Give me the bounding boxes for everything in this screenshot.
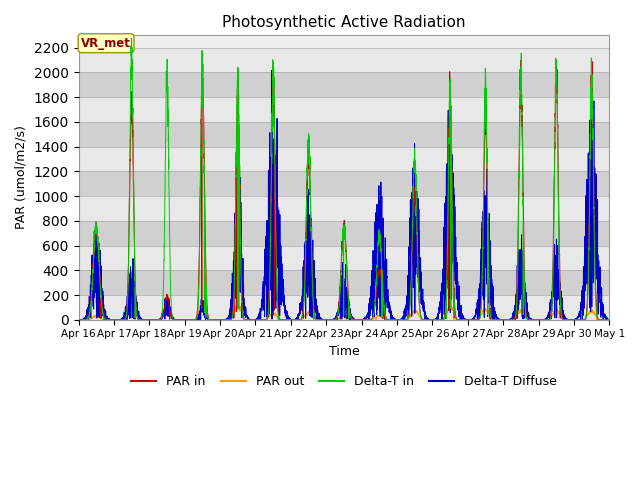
- Title: Photosynthetic Active Radiation: Photosynthetic Active Radiation: [222, 15, 466, 30]
- Bar: [79, 171, 609, 196]
- Bar: [79, 48, 609, 72]
- Legend: PAR in, PAR out, Delta-T in, Delta-T Diffuse: PAR in, PAR out, Delta-T in, Delta-T Dif…: [126, 370, 562, 393]
- Y-axis label: PAR (umol/m2/s): PAR (umol/m2/s): [15, 126, 28, 229]
- Text: VR_met: VR_met: [81, 36, 131, 50]
- Bar: [79, 270, 609, 295]
- Bar: [79, 246, 609, 270]
- Bar: [79, 146, 609, 171]
- Bar: [79, 221, 609, 246]
- X-axis label: Time: Time: [328, 345, 359, 358]
- Bar: [79, 97, 609, 122]
- Bar: [79, 295, 609, 320]
- Bar: [79, 122, 609, 146]
- Bar: [79, 72, 609, 97]
- Bar: [79, 196, 609, 221]
